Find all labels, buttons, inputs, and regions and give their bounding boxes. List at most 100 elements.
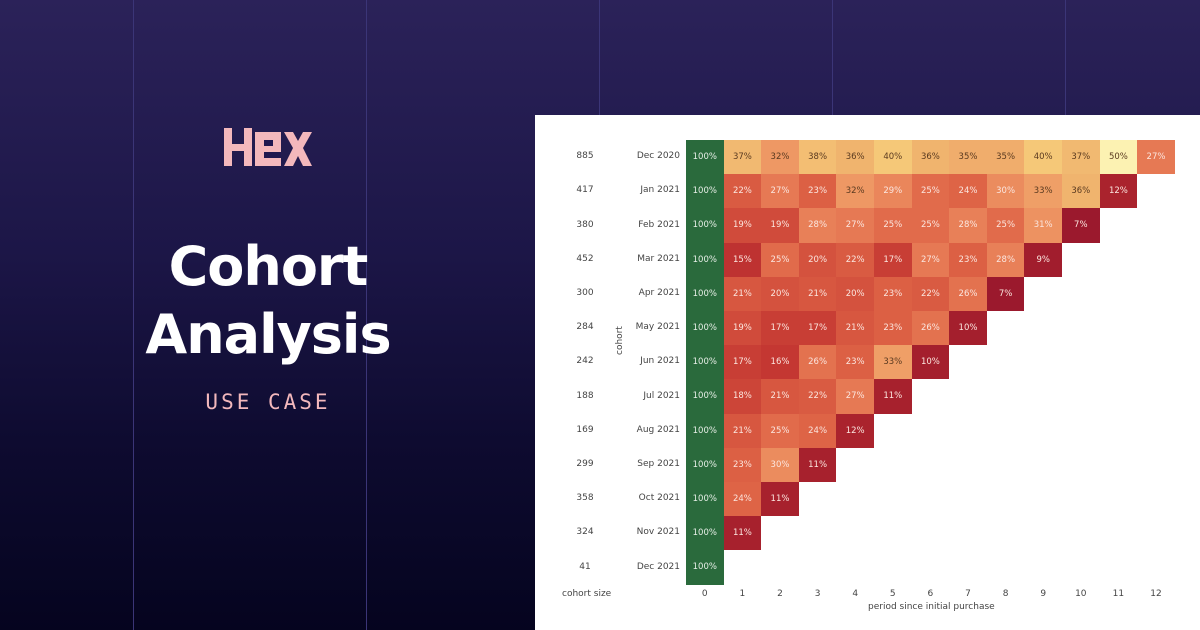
cohort-size-label: cohort size [562, 589, 612, 599]
heatmap-cell: 27% [911, 242, 950, 277]
heatmap-cell: 33% [874, 345, 912, 380]
hex-logo [224, 128, 312, 166]
heatmap-cell: 23% [723, 447, 762, 482]
cohort-label: Apr 2021 [638, 287, 680, 298]
x-tick-label: 10 [1075, 589, 1087, 599]
heatmap-cell: 25% [911, 174, 950, 209]
cohort-label: Sep 2021 [637, 458, 680, 469]
heatmap-cell: 9% [1024, 242, 1062, 277]
heatmap-cell: 100% [686, 413, 724, 448]
heatmap-cell: 30% [761, 447, 799, 482]
heatmap-cell: 7% [1062, 208, 1100, 243]
cohort-size-value: 417 [576, 185, 594, 196]
heatmap-cell: 27% [1137, 140, 1175, 175]
heatmap-cell: 28% [798, 208, 837, 243]
y-axis-title: cohort [615, 326, 625, 355]
heatmap-cell: 36% [911, 140, 950, 175]
heatmap-cell: 11% [723, 516, 762, 551]
heatmap-cell: 26% [911, 311, 950, 346]
cohort-size-value: 299 [576, 458, 594, 469]
cohort-label: Mar 2021 [637, 253, 680, 264]
heatmap-cell: 100% [686, 482, 724, 517]
x-tick-label: 7 [965, 589, 971, 599]
heatmap-cell: 36% [1062, 174, 1100, 209]
cohort-size-value: 242 [576, 356, 594, 367]
cohort-size-value: 284 [576, 322, 594, 333]
use-case-label: USE CASE [205, 390, 331, 414]
heatmap-cell: 11% [761, 482, 799, 517]
heatmap-cell: 37% [1062, 140, 1100, 175]
heatmap-cell: 25% [911, 208, 950, 243]
cohort-label: Nov 2021 [636, 527, 680, 538]
cohort-label: Jan 2021 [640, 185, 680, 196]
heatmap-cell: 22% [911, 276, 950, 311]
heatmap-cell: 10% [949, 311, 987, 346]
x-tick-label: 12 [1150, 589, 1162, 599]
heatmap-cell: 50% [1099, 140, 1138, 175]
heatmap-cell: 23% [836, 345, 874, 380]
heatmap-cell: 19% [723, 311, 762, 346]
heatmap-cell: 35% [949, 140, 987, 175]
heatmap-cell: 30% [986, 174, 1025, 209]
heatmap-cell: 100% [686, 447, 724, 482]
cohort-label: Dec 2020 [636, 151, 680, 162]
heatmap-cell: 22% [798, 379, 837, 414]
heatmap-cell: 15% [723, 242, 762, 277]
heatmap-cell: 100% [686, 140, 724, 175]
cohort-label: Oct 2021 [638, 493, 680, 504]
heatmap-cell: 27% [836, 208, 874, 243]
heatmap-cell: 10% [911, 345, 950, 380]
heatmap-cell: 100% [686, 276, 724, 311]
heatmap-cell: 21% [723, 413, 762, 448]
heatmap-cell: 26% [949, 276, 987, 311]
heatmap-cell: 7% [986, 276, 1025, 311]
cohort-label: Aug 2021 [636, 424, 680, 435]
heatmap-cell: 11% [798, 447, 837, 482]
heatmap-cell: 22% [723, 174, 762, 209]
x-tick-label: 4 [852, 589, 859, 599]
heatmap-cell: 12% [1099, 174, 1138, 209]
heatmap-cell: 23% [874, 311, 912, 346]
heatmap-cell: 21% [761, 379, 799, 414]
heatmap-cell: 17% [798, 311, 837, 346]
heatmap-cell: 19% [761, 208, 799, 243]
heatmap-cell: 26% [798, 345, 837, 380]
heatmap-cell: 12% [836, 413, 874, 448]
cohort-label: May 2021 [635, 322, 680, 333]
heatmap-cell: 20% [761, 276, 799, 311]
cohort-size-value: 169 [576, 424, 594, 435]
x-tick-label: 3 [814, 589, 821, 599]
cohort-size-value: 885 [576, 151, 594, 162]
heatmap-cell: 100% [686, 516, 724, 551]
bg-grid-line [366, 0, 367, 630]
heatmap-cell: 35% [986, 140, 1025, 175]
heatmap-cell: 31% [1024, 208, 1062, 243]
page-title-line1: Cohort [168, 235, 369, 298]
x-tick-label: 0 [701, 589, 708, 599]
heatmap-cell: 100% [686, 174, 724, 209]
heatmap-cell: 21% [723, 276, 762, 311]
heatmap-cell: 25% [761, 242, 799, 277]
heatmap-cell: 20% [836, 276, 874, 311]
heatmap-cell: 20% [798, 242, 837, 277]
heatmap-cell: 32% [836, 174, 874, 209]
heatmap-cell: 40% [874, 140, 912, 175]
heatmap-cell: 100% [686, 550, 724, 585]
x-tick-label: 2 [777, 589, 783, 599]
x-axis-title: period since initial purchase [868, 602, 995, 612]
heatmap-cell: 23% [798, 174, 837, 209]
heatmap-cell: 24% [798, 413, 837, 448]
cohort-size-value: 452 [576, 253, 594, 264]
heatmap-cell: 22% [836, 242, 874, 277]
heatmap-cell: 36% [836, 140, 874, 175]
heatmap-cell: 11% [874, 379, 912, 414]
heatmap-cell: 28% [986, 242, 1025, 277]
heatmap-cell: 24% [949, 174, 987, 209]
heatmap-cell: 38% [798, 140, 837, 175]
heatmap-cell: 21% [798, 276, 837, 311]
heatmap-cell: 33% [1024, 174, 1062, 209]
cohort-label: Dec 2021 [636, 561, 680, 572]
cohort-label: Feb 2021 [638, 219, 680, 230]
page-title-line2: Analysis [145, 303, 391, 366]
cohort-size-value: 41 [579, 561, 591, 572]
